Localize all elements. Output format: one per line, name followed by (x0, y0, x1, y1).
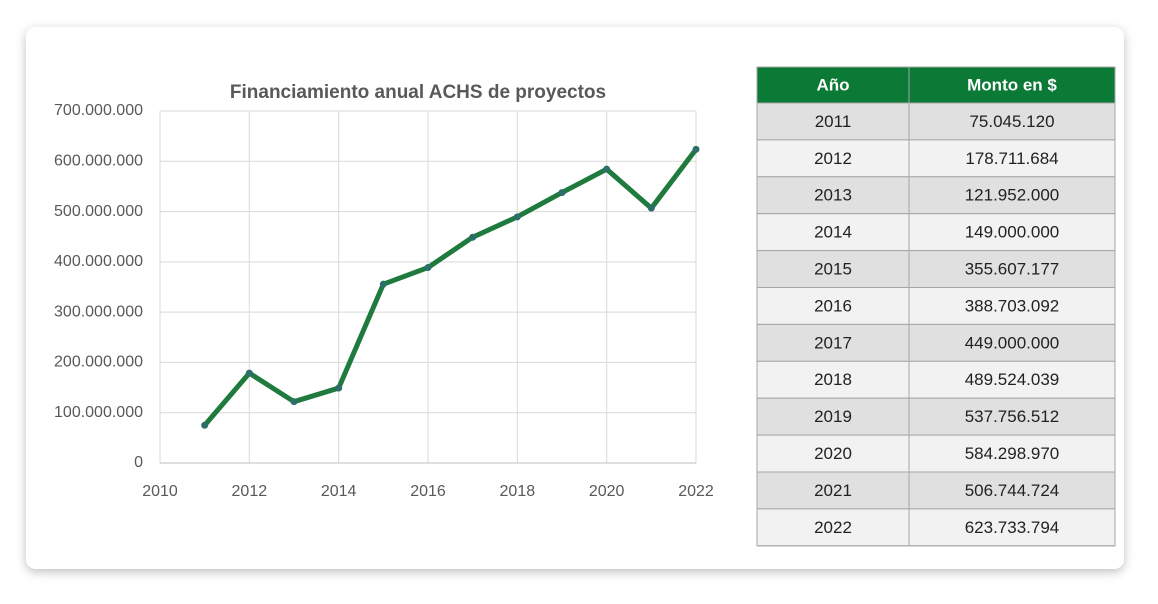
cell: 2022 (814, 518, 852, 537)
point (558, 189, 566, 197)
cell: 2018 (814, 370, 852, 389)
line (202, 147, 698, 427)
cell: 506.744.724 (965, 481, 1060, 500)
y-tick-label: 0 (134, 454, 143, 471)
y-tick-label: 500.000.000 (54, 203, 143, 220)
cell: 2014 (814, 223, 852, 242)
cell: 2017 (814, 333, 852, 352)
header-cell: Monto en $ (967, 75, 1057, 94)
x-tick-label: 2020 (589, 483, 625, 500)
row (756, 102, 1116, 141)
y-tick-label: 300.000.000 (54, 303, 143, 320)
point (424, 264, 432, 272)
cell: 388.703.092 (965, 296, 1060, 315)
row (756, 434, 1116, 473)
point (513, 213, 521, 221)
x-tick-label: 2012 (232, 483, 268, 500)
cell: 178.711.684 (965, 149, 1058, 168)
cell: 355.607.177 (965, 260, 1060, 279)
point (290, 398, 298, 406)
cell: 2015 (814, 260, 852, 279)
x-tick-label: 2010 (142, 483, 178, 500)
row (756, 139, 1116, 178)
cell: 537.756.512 (965, 407, 1060, 426)
table-border (756, 66, 1116, 547)
x-tick-label: 2018 (500, 483, 536, 500)
cell: 449.000.000 (965, 333, 1060, 352)
row (756, 397, 1116, 436)
point (603, 165, 611, 173)
y-tick-label: 200.000.000 (54, 354, 143, 371)
row (756, 323, 1116, 362)
cell: 121.952.000 (965, 186, 1060, 205)
point (201, 421, 209, 429)
cell: 623.733.794 (965, 518, 1060, 537)
row (756, 250, 1116, 289)
cell: 489.524.039 (965, 370, 1060, 389)
y-tick-label: 100.000.000 (54, 404, 143, 421)
row (756, 287, 1116, 325)
cell: 2019 (814, 407, 852, 426)
cell: 2016 (814, 296, 852, 315)
point (379, 280, 387, 288)
header-row (757, 67, 1115, 103)
row (756, 213, 1116, 252)
cell: 75.045.120 (969, 112, 1054, 131)
row (756, 471, 1116, 510)
cell: 2021 (814, 481, 852, 500)
point (335, 384, 343, 392)
point (647, 204, 655, 212)
cell: 149.000.000 (965, 223, 1060, 242)
y-tick-label: 600.000.000 (54, 153, 143, 170)
row (756, 360, 1116, 399)
chart-title: Financiamiento anual ACHS de proyectos (230, 82, 606, 103)
x-tick-label: 2022 (678, 483, 714, 500)
cell: 2013 (814, 186, 852, 205)
point (245, 369, 253, 377)
plot: 0 100.000.000 200.000.000 300.000.000 400.00… (54, 102, 714, 500)
point (469, 233, 477, 241)
x-tick-label: 2014 (321, 483, 357, 500)
x-tick-label: 2016 (410, 483, 446, 500)
header-cell: Año (816, 75, 849, 94)
cell: 2020 (814, 444, 852, 463)
point (692, 145, 700, 153)
row (756, 176, 1116, 215)
cell: 2012 (814, 149, 852, 168)
y-tick-label: 700.000.000 (54, 102, 143, 119)
table: Año Monto en $ 2011 75.045.120 2012 178.711.6… (756, 66, 1116, 547)
cell: 2011 (815, 112, 852, 131)
y-tick-label: 400.000.000 (54, 253, 143, 270)
row (756, 508, 1116, 547)
cell: 584.298.970 (965, 444, 1060, 463)
